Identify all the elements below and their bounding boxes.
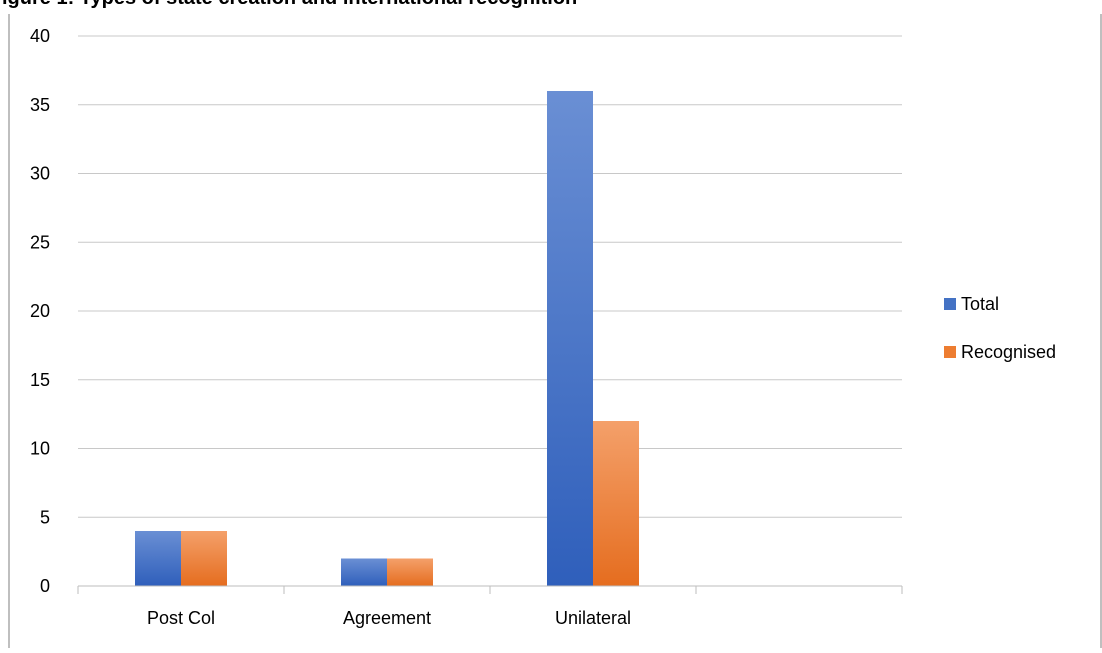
legend-label: Recognised bbox=[961, 342, 1056, 362]
y-tick-label: 15 bbox=[30, 370, 50, 390]
legend-swatch bbox=[944, 346, 956, 358]
y-tick-label: 0 bbox=[40, 576, 50, 596]
chart-header-fragment: igure 1: Types of state creation and int… bbox=[2, 0, 577, 9]
y-tick-label: 25 bbox=[30, 232, 50, 252]
y-tick-label: 20 bbox=[30, 301, 50, 321]
legend-label: Total bbox=[961, 294, 999, 314]
bar-total bbox=[547, 91, 593, 586]
bar-recognised bbox=[387, 558, 433, 586]
bar-recognised bbox=[181, 531, 227, 586]
bar-total bbox=[135, 531, 181, 586]
y-tick-label: 40 bbox=[30, 26, 50, 46]
x-category-label: Unilateral bbox=[555, 608, 631, 628]
y-tick-label: 5 bbox=[40, 507, 50, 527]
bar-recognised bbox=[593, 421, 639, 586]
x-category-label: Agreement bbox=[343, 608, 431, 628]
x-category-label: Post Col bbox=[147, 608, 215, 628]
bar-total bbox=[341, 558, 387, 586]
y-tick-label: 10 bbox=[30, 439, 50, 459]
y-tick-label: 30 bbox=[30, 164, 50, 184]
legend-recognised: Recognised bbox=[944, 342, 1056, 362]
legend-total: Total bbox=[944, 294, 999, 314]
legend-swatch bbox=[944, 298, 956, 310]
y-tick-label: 35 bbox=[30, 95, 50, 115]
